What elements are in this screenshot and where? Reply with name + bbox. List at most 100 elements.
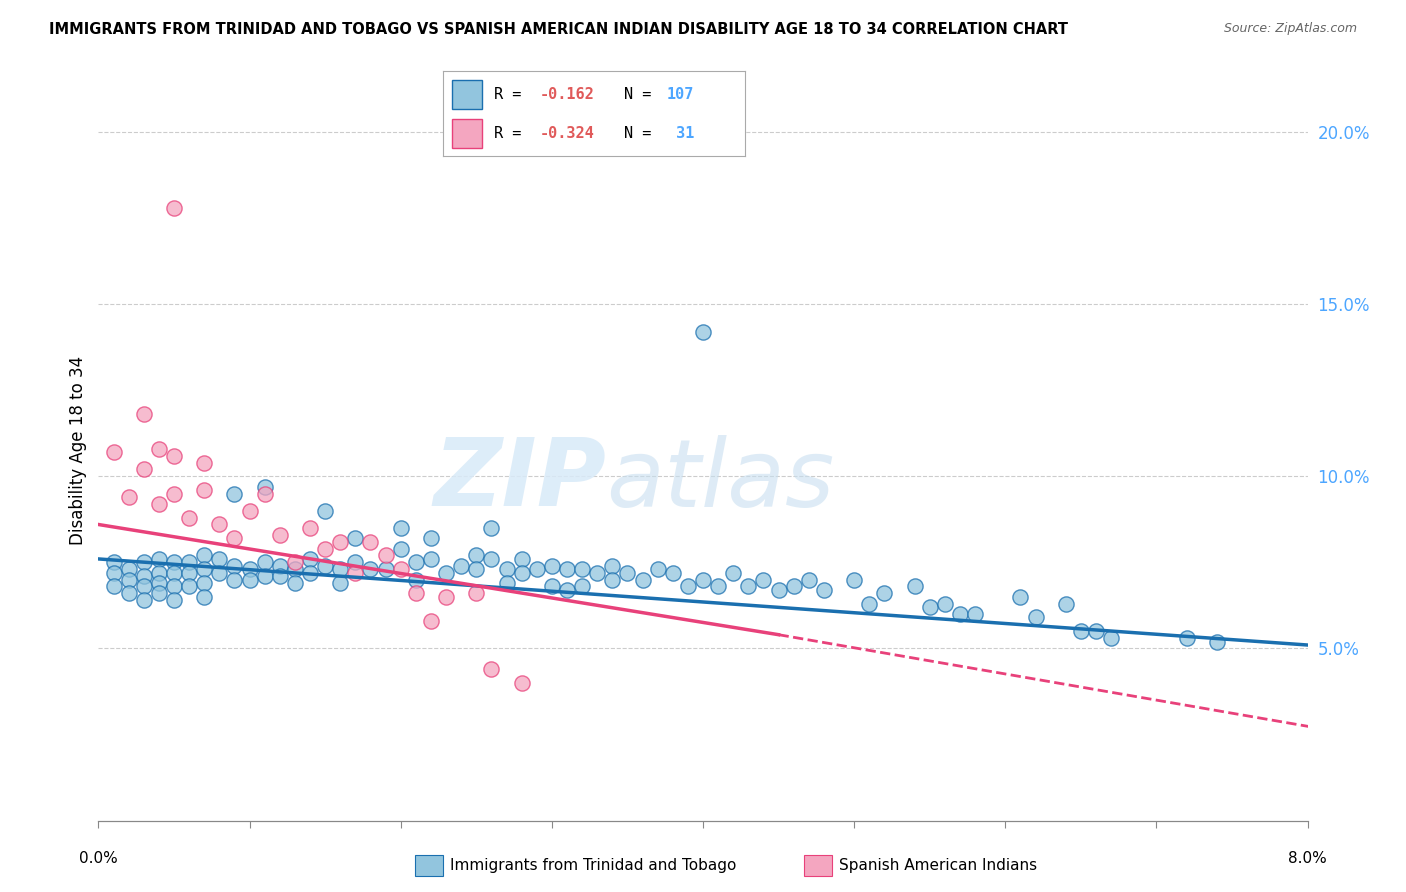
Point <box>284 576 307 591</box>
Point <box>360 562 382 576</box>
Point <box>797 573 820 587</box>
Point <box>510 566 533 580</box>
Point <box>374 549 396 563</box>
Point <box>103 566 125 580</box>
Point <box>723 566 745 580</box>
Text: N =: N = <box>624 87 661 102</box>
Point <box>163 579 186 593</box>
Point <box>465 562 488 576</box>
Point <box>631 573 654 587</box>
Point <box>768 582 790 597</box>
Point <box>495 562 517 576</box>
Point <box>647 562 669 576</box>
Point <box>344 566 367 580</box>
Text: N =: N = <box>624 126 661 141</box>
Point <box>253 480 276 494</box>
Point <box>602 573 624 587</box>
Point <box>118 562 141 576</box>
Point <box>1054 597 1077 611</box>
Point <box>239 562 262 576</box>
Point <box>179 566 201 580</box>
Point <box>360 534 382 549</box>
Point <box>179 555 201 569</box>
Point <box>329 534 352 549</box>
Point <box>481 662 503 676</box>
Point <box>420 552 443 566</box>
Point <box>193 576 215 591</box>
Point <box>179 510 201 524</box>
Point <box>208 552 231 566</box>
Y-axis label: Disability Age 18 to 34: Disability Age 18 to 34 <box>69 356 87 545</box>
Point <box>389 562 412 576</box>
Point <box>405 555 427 569</box>
Point <box>465 549 488 563</box>
Point <box>602 558 624 573</box>
Point <box>224 486 246 500</box>
Point <box>752 573 775 587</box>
Point <box>344 555 367 569</box>
Point <box>299 552 322 566</box>
Point <box>148 552 170 566</box>
Point <box>949 607 972 621</box>
Point <box>193 549 215 563</box>
Point <box>692 325 714 339</box>
Point <box>465 586 488 600</box>
Point <box>540 558 562 573</box>
Text: 107: 107 <box>666 87 695 102</box>
Point <box>314 541 336 556</box>
Point <box>193 590 215 604</box>
Point <box>1206 634 1229 648</box>
Bar <box>451 119 482 147</box>
Point <box>555 582 578 597</box>
Point <box>148 586 170 600</box>
Text: Spanish American Indians: Spanish American Indians <box>839 858 1038 872</box>
Point <box>224 573 246 587</box>
Point <box>103 555 125 569</box>
Point <box>965 607 987 621</box>
Text: R =: R = <box>495 126 531 141</box>
Point <box>284 555 307 569</box>
Point <box>571 579 593 593</box>
Point <box>526 562 548 576</box>
Text: 8.0%: 8.0% <box>1288 851 1327 866</box>
Point <box>314 504 336 518</box>
Text: Immigrants from Trinidad and Tobago: Immigrants from Trinidad and Tobago <box>450 858 737 872</box>
Point <box>299 566 322 580</box>
Point <box>420 614 443 628</box>
Point <box>239 504 262 518</box>
Point <box>405 586 427 600</box>
Point <box>481 521 503 535</box>
Point <box>692 573 714 587</box>
Point <box>132 579 155 593</box>
Point <box>118 490 141 504</box>
Point <box>103 445 125 459</box>
Point <box>586 566 609 580</box>
Point <box>1025 610 1047 624</box>
Point <box>1099 631 1122 645</box>
Text: Source: ZipAtlas.com: Source: ZipAtlas.com <box>1223 22 1357 36</box>
Point <box>193 483 215 497</box>
Point <box>1070 624 1092 639</box>
Point <box>510 676 533 690</box>
Point <box>299 521 322 535</box>
Point <box>193 456 215 470</box>
Point <box>934 597 956 611</box>
Text: IMMIGRANTS FROM TRINIDAD AND TOBAGO VS SPANISH AMERICAN INDIAN DISABILITY AGE 18: IMMIGRANTS FROM TRINIDAD AND TOBAGO VS S… <box>49 22 1069 37</box>
Point <box>374 562 396 576</box>
Point <box>844 573 866 587</box>
Point <box>434 590 457 604</box>
Point <box>148 442 170 456</box>
Point <box>420 531 443 545</box>
Point <box>329 562 352 576</box>
Point <box>132 462 155 476</box>
Point <box>239 573 262 587</box>
Point <box>329 576 352 591</box>
Point <box>132 593 155 607</box>
Point <box>389 541 412 556</box>
Point <box>224 558 246 573</box>
Point <box>873 586 896 600</box>
Point <box>284 562 307 576</box>
Point <box>540 579 562 593</box>
Point <box>616 566 638 580</box>
Point <box>253 555 276 569</box>
